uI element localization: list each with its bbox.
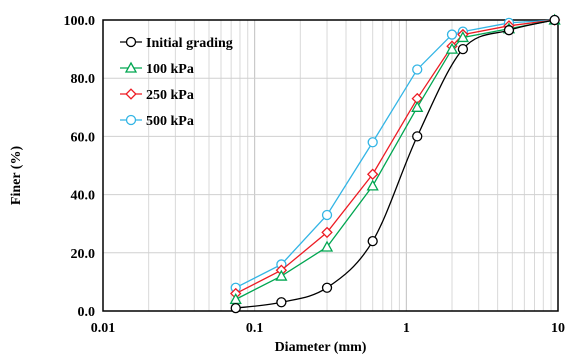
series xyxy=(229,13,561,314)
data-point xyxy=(457,43,469,55)
legend-item: 100 kPa xyxy=(120,61,194,77)
x-tick-label: 0.01 xyxy=(91,321,116,336)
legend-item: 250 kPa xyxy=(120,88,194,103)
data-point xyxy=(549,14,560,26)
legend-item: 500 kPa xyxy=(120,114,194,129)
data-point xyxy=(275,269,288,281)
y-axis-title: Finer (%) xyxy=(9,146,24,206)
series-500-kpa xyxy=(230,14,560,293)
x-axis-title: Diameter (mm) xyxy=(275,340,367,354)
legend-marker xyxy=(125,36,137,48)
data-point xyxy=(367,236,378,247)
data-point xyxy=(321,282,333,293)
legend-marker xyxy=(125,114,137,126)
x-tick-label: 0.1 xyxy=(246,321,264,336)
data-point xyxy=(366,168,379,180)
data-point xyxy=(321,226,333,239)
y-tick-label: 100.0 xyxy=(64,14,96,29)
plot-frame xyxy=(102,19,559,312)
y-tick-label: 60.0 xyxy=(71,130,96,145)
data-point xyxy=(276,297,287,308)
series-250-kpa xyxy=(229,14,561,300)
x-tick-label: 10 xyxy=(551,321,565,336)
data-point xyxy=(411,100,424,112)
legend-label: Initial grading xyxy=(146,36,233,51)
series-line xyxy=(235,19,555,300)
legend-label: 250 kPa xyxy=(146,88,194,103)
legend-marker xyxy=(124,61,138,73)
x-tick-label: 1 xyxy=(403,321,410,336)
data-point xyxy=(446,29,458,40)
data-point xyxy=(367,137,378,148)
series-line xyxy=(235,19,555,289)
y-tick-label: 80.0 xyxy=(71,72,96,87)
y-tick-label: 0.0 xyxy=(78,305,96,320)
data-point xyxy=(321,209,333,221)
y-tick-label: 20.0 xyxy=(71,247,96,262)
series-line xyxy=(235,19,555,309)
legend-marker xyxy=(125,88,137,100)
legend: Initial grading 100 kPa 250 kPa 500 kPa xyxy=(120,36,233,129)
data-point xyxy=(320,240,334,252)
legend-item: Initial grading xyxy=(120,36,233,51)
data-point xyxy=(445,42,459,54)
series-initial-grading xyxy=(230,14,560,314)
data-point xyxy=(412,64,423,75)
data-point xyxy=(366,179,379,191)
legend-label: 500 kPa xyxy=(146,114,194,129)
data-point xyxy=(230,302,241,314)
legend-label: 100 kPa xyxy=(146,62,194,77)
tick-labels: 0.0 20.0 40.0 60.0 80.0 100.0 0.01 0.1 1 10 xyxy=(64,14,566,336)
data-point xyxy=(412,131,423,142)
data-point xyxy=(456,31,469,43)
data-point xyxy=(503,25,515,36)
y-tick-label: 40.0 xyxy=(71,189,96,204)
